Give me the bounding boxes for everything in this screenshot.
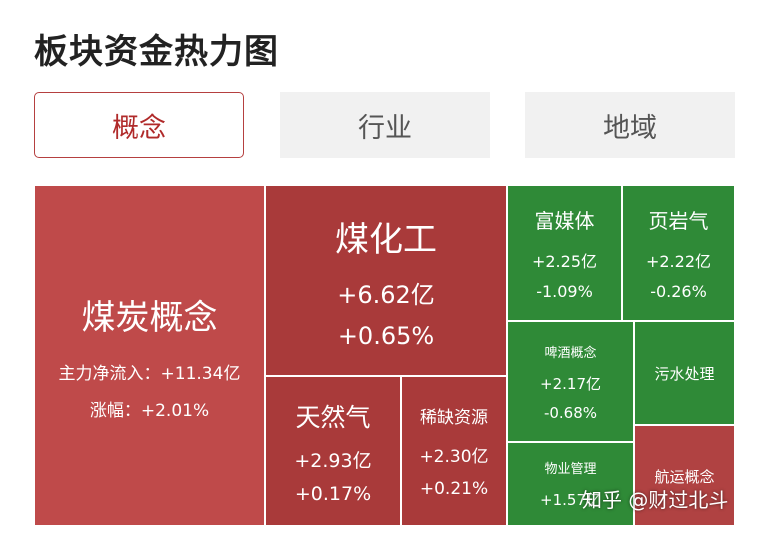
heatmap-cell-change: +0.21%: [419, 479, 489, 499]
heatmap-cell-flow: +2.17亿: [540, 374, 601, 393]
heatmap-cell-rich-media[interactable]: 富媒体 +2.25亿 -1.09%: [507, 185, 622, 321]
tab-region[interactable]: 地域: [525, 92, 735, 158]
heatmap-cell-coal[interactable]: 煤炭概念 主力净流入：+11.34亿 涨幅：+2.01%: [34, 185, 265, 526]
tab-industry[interactable]: 行业: [280, 92, 490, 158]
heatmap-cell-change: +0.65%: [337, 321, 435, 350]
heatmap-cell-name: 天然气: [295, 402, 371, 432]
heatmap-cell-flow: +2.30亿: [419, 447, 489, 467]
heatmap-cell-flow: +6.62亿: [337, 280, 435, 309]
heatmap-cell-flow: 主力净流入：+11.34亿: [58, 364, 241, 384]
heatmap-cell-name: 啤酒概念: [544, 345, 597, 361]
heatmap-cell-change: -0.26%: [650, 282, 707, 301]
heatmap-cell-shipping[interactable]: 航运概念: [634, 425, 735, 526]
heatmap-cell-flow: +2.93亿: [294, 449, 372, 472]
tab-concept[interactable]: 概念: [34, 92, 244, 158]
heatmap-cell-name: 稀缺资源: [420, 408, 488, 428]
heatmap-cell-name: 物业管理: [544, 462, 597, 477]
heatmap-cell-coal-chemical[interactable]: 煤化工 +6.62亿 +0.65%: [265, 185, 507, 376]
heatmap-cell-name: 煤炭概念: [81, 298, 218, 338]
heatmap-cell-flow: +1.57亿: [540, 491, 601, 509]
heatmap-cell-scarce-resources[interactable]: 稀缺资源 +2.30亿 +0.21%: [401, 376, 507, 526]
heatmap-cell-name: 污水处理: [654, 364, 715, 383]
heatmap-cell-name: 富媒体: [534, 209, 595, 233]
heatmap-cell-change: -0.68%: [543, 403, 598, 422]
heatmap-cell-name: 煤化工: [335, 219, 437, 260]
heatmap-cell-sewage[interactable]: 污水处理: [634, 321, 735, 425]
heatmap-cell-natural-gas[interactable]: 天然气 +2.93亿 +0.17%: [265, 376, 401, 526]
heatmap-cell-flow: +2.25亿: [531, 252, 598, 271]
page-title: 板块资金热力图: [34, 32, 279, 72]
heatmap-cell-flow: +2.22亿: [645, 252, 712, 271]
heatmap-cell-name: 页岩气: [648, 209, 709, 233]
heatmap-cell-change: -1.09%: [536, 282, 593, 301]
watermark: 知乎 @财过北斗: [582, 488, 729, 512]
heatmap-cell-property[interactable]: 物业管理 +1.57亿: [507, 442, 634, 526]
heatmap-cell-change: +0.17%: [294, 482, 372, 505]
heatmap-cell-change: 涨幅：+2.01%: [89, 401, 210, 421]
heatmap-cell-beer[interactable]: 啤酒概念 +2.17亿 -0.68%: [507, 321, 634, 442]
heatmap-cell-name: 航运概念: [654, 468, 715, 486]
heatmap-cell-shale-gas[interactable]: 页岩气 +2.22亿 -0.26%: [622, 185, 735, 321]
